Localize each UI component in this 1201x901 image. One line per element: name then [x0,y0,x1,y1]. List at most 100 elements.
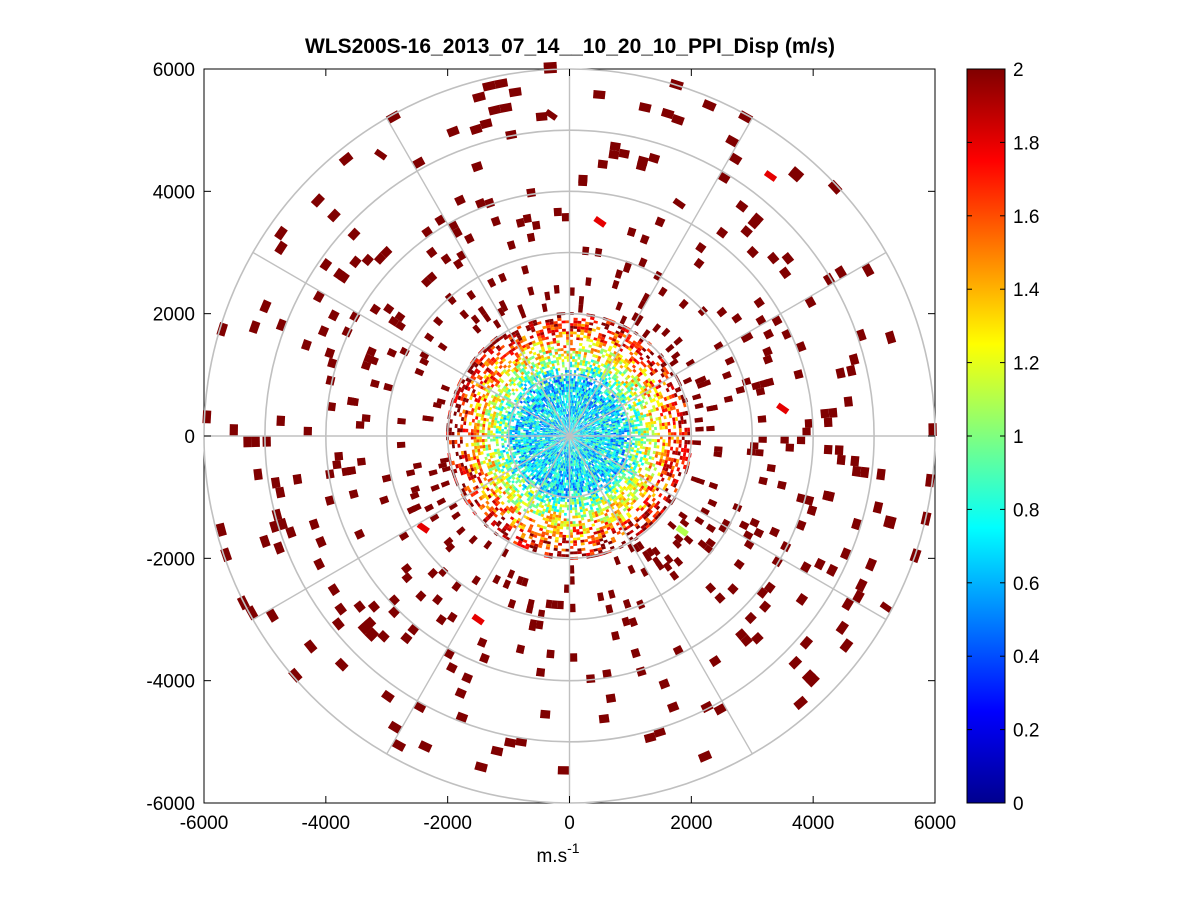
range-gate [633,411,638,415]
range-gate [520,439,524,442]
range-gate [486,462,490,467]
range-gate [575,451,578,454]
range-gate [682,456,686,461]
range-gate [609,493,613,498]
range-gate [589,467,593,471]
range-gate [589,464,593,468]
range-gate [600,520,605,524]
range-gate [458,412,463,417]
range-gate [607,441,611,444]
range-gate [527,465,531,469]
range-gate [551,442,555,444]
range-gate [589,444,593,447]
range-gate [546,486,549,490]
range-gate [623,364,628,369]
range-gate [572,394,574,398]
range-gate [571,381,574,384]
range-gate [579,424,583,428]
range-gate [607,418,611,421]
range-gate [497,461,501,465]
range-gate [591,439,594,442]
range-gate [612,424,616,427]
range-gate [506,527,512,532]
range-gate [576,392,579,396]
range-gate [628,384,633,389]
range-gate [525,490,530,494]
range-gate [600,336,606,341]
range-gate [647,421,651,425]
range-gate [626,438,630,441]
range-gate [499,410,503,414]
range-gate [640,438,644,442]
range-gate [577,422,580,425]
range-gate [584,400,587,404]
range-gate [579,452,582,455]
range-gate [646,485,651,490]
range-gate [561,436,565,438]
range-gate [542,468,546,472]
range-gate [578,523,583,527]
range-gate [537,464,541,468]
range-gate [545,440,549,442]
range-gate [766,464,776,473]
range-gate [548,441,552,443]
range-gate [482,518,488,524]
range-gate [615,440,619,443]
range-gate [664,554,674,564]
range-gate [588,430,591,432]
range-gate [640,428,644,431]
range-gate [529,463,533,467]
range-gate [573,440,575,443]
range-gate [550,491,554,495]
range-gate [594,404,597,408]
range-gate [467,476,472,481]
range-gate [530,447,534,451]
range-gate [646,348,652,353]
range-gate [467,498,472,504]
range-gate [607,428,611,431]
range-gate [640,369,646,375]
range-gate [575,490,578,494]
range-gate [572,521,576,524]
range-gate [586,530,590,534]
range-gate [600,446,604,449]
range-gate [545,430,549,432]
range-gate [652,450,656,455]
range-gate [555,489,559,493]
range-gate [462,428,466,433]
range-gate [579,359,583,363]
range-gate [599,377,603,382]
range-gate [500,501,505,506]
range-gate [580,517,585,521]
range-gate [572,446,575,450]
range-gate [577,409,579,413]
range-gate [461,672,473,684]
range-gate [655,361,661,367]
range-gate [609,446,613,449]
range-gate [612,442,616,445]
range-gate [541,531,546,535]
range-gate [625,390,630,394]
range-gate [645,424,649,428]
range-gate [605,420,609,423]
range-gate [577,442,581,445]
range-gate [576,447,579,450]
range-gate [615,452,619,456]
range-gate [503,482,507,487]
range-gate [523,424,527,427]
range-gate [539,462,543,466]
range-gate [584,447,588,450]
range-gate [558,434,562,435]
range-gate [727,583,739,595]
range-gate [509,427,513,430]
range-gate [540,536,545,541]
range-gate [631,424,635,428]
range-gate [550,460,553,464]
range-gate [592,414,596,418]
range-gate [579,444,583,448]
range-gate [601,412,605,416]
range-gate [654,216,666,228]
range-gate [566,441,568,444]
range-gate [620,372,625,377]
range-gate [597,479,601,483]
